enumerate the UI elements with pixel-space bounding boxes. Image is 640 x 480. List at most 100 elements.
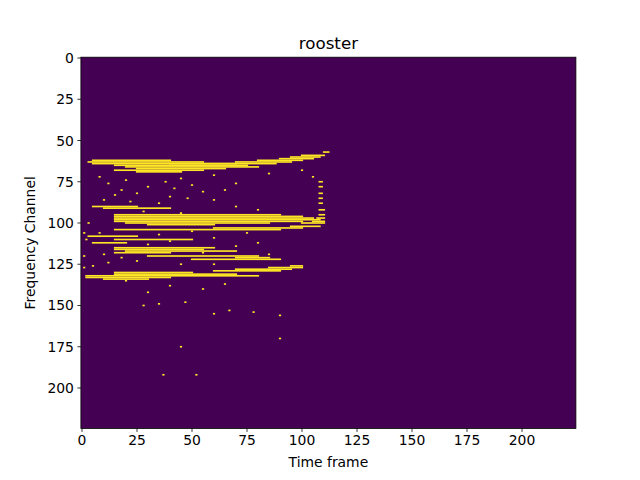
x-tick: [412, 428, 413, 432]
x-tick-label: 0: [78, 432, 87, 448]
cell-run: [316, 217, 325, 219]
cell-run: [301, 222, 325, 224]
cell-run: [121, 189, 123, 191]
cell-run: [319, 202, 323, 204]
y-tick-label: 200: [47, 380, 74, 396]
y-axis-label: Frequency Channel: [22, 176, 38, 309]
y-tick-label: 0: [65, 50, 74, 66]
cell-run: [125, 280, 127, 282]
x-tick: [357, 428, 358, 432]
y-tick-label: 75: [56, 174, 74, 190]
cell-run: [143, 305, 145, 307]
cell-run: [169, 285, 171, 287]
cell-run: [213, 237, 215, 239]
cell-run: [158, 202, 160, 204]
cell-run: [235, 245, 237, 247]
cell-run: [114, 239, 193, 241]
cell-run: [191, 230, 193, 232]
cell-run: [279, 338, 281, 340]
cell-run: [114, 194, 116, 196]
x-tick-label: 125: [344, 432, 371, 448]
cell-run: [85, 277, 171, 279]
y-tick: [77, 99, 81, 100]
cells: [83, 151, 329, 375]
cell-run: [88, 222, 90, 224]
cell-run: [184, 301, 186, 303]
x-tick: [302, 428, 303, 432]
cell-run: [147, 186, 149, 188]
y-tick: [77, 58, 81, 59]
plot-background: [81, 57, 576, 428]
cell-run: [114, 221, 303, 223]
y-tick-label: 25: [56, 91, 74, 107]
cell-run: [180, 212, 182, 214]
cell-run: [158, 234, 160, 236]
cell-run: [257, 242, 259, 244]
cell-run: [279, 158, 314, 160]
cell-run: [268, 267, 303, 269]
cell-run: [125, 222, 270, 224]
cell-run: [180, 178, 182, 180]
cell-run: [114, 217, 314, 219]
cell-run: [121, 257, 123, 259]
cell-run: [213, 227, 303, 229]
cell-run: [257, 209, 259, 211]
cell-run: [125, 166, 259, 168]
cell-run: [83, 232, 85, 234]
cell-run: [92, 206, 138, 208]
cell-run: [165, 181, 167, 183]
cell-run: [180, 346, 182, 348]
x-tick: [522, 428, 523, 432]
cell-run: [213, 199, 215, 201]
x-tick-label: 50: [183, 432, 201, 448]
title: rooster: [299, 33, 358, 53]
cell-run: [319, 181, 323, 183]
cell-run: [202, 252, 204, 254]
cell-run: [235, 161, 292, 163]
cell-run: [107, 262, 109, 264]
cell-run: [246, 232, 248, 234]
cell-run: [319, 209, 326, 211]
cell-run: [279, 315, 281, 317]
cell-run: [290, 265, 303, 267]
cell-run: [99, 176, 101, 178]
cell-run: [103, 278, 149, 280]
cell-run: [169, 163, 277, 165]
cell-run: [129, 201, 131, 203]
cell-run: [147, 291, 149, 293]
cell-run: [187, 197, 189, 199]
cell-run: [103, 199, 105, 201]
cell-run: [147, 255, 259, 257]
cell-run: [202, 288, 204, 290]
cell-run: [162, 374, 164, 376]
cell-run: [213, 263, 215, 265]
cell-run: [213, 313, 215, 315]
cell-run: [85, 275, 259, 277]
cell-run: [114, 247, 215, 249]
x-tick: [82, 428, 83, 432]
cell-run: [257, 159, 303, 161]
cell-run: [92, 265, 94, 267]
cell-run: [319, 197, 323, 199]
cell-run: [173, 188, 175, 190]
cell-run: [319, 214, 326, 216]
cell-run: [114, 229, 281, 231]
cell-run: [114, 164, 248, 166]
cell-run: [136, 260, 138, 262]
x-tick-label: 150: [399, 432, 426, 448]
cell-run: [169, 196, 171, 198]
cell-run: [228, 310, 230, 312]
cell-run: [114, 252, 171, 254]
cell-run: [202, 191, 204, 193]
x-tick: [247, 428, 248, 432]
cell-run: [191, 258, 281, 260]
cell-run: [213, 270, 281, 272]
y-tick-label: 100: [47, 215, 74, 231]
cell-run: [143, 211, 145, 213]
cell-run: [290, 156, 321, 158]
y-tick: [77, 140, 81, 141]
cell-run: [290, 225, 321, 227]
y-tick: [77, 181, 81, 182]
x-tick-label: 175: [454, 432, 481, 448]
x-tick-label: 75: [238, 432, 256, 448]
